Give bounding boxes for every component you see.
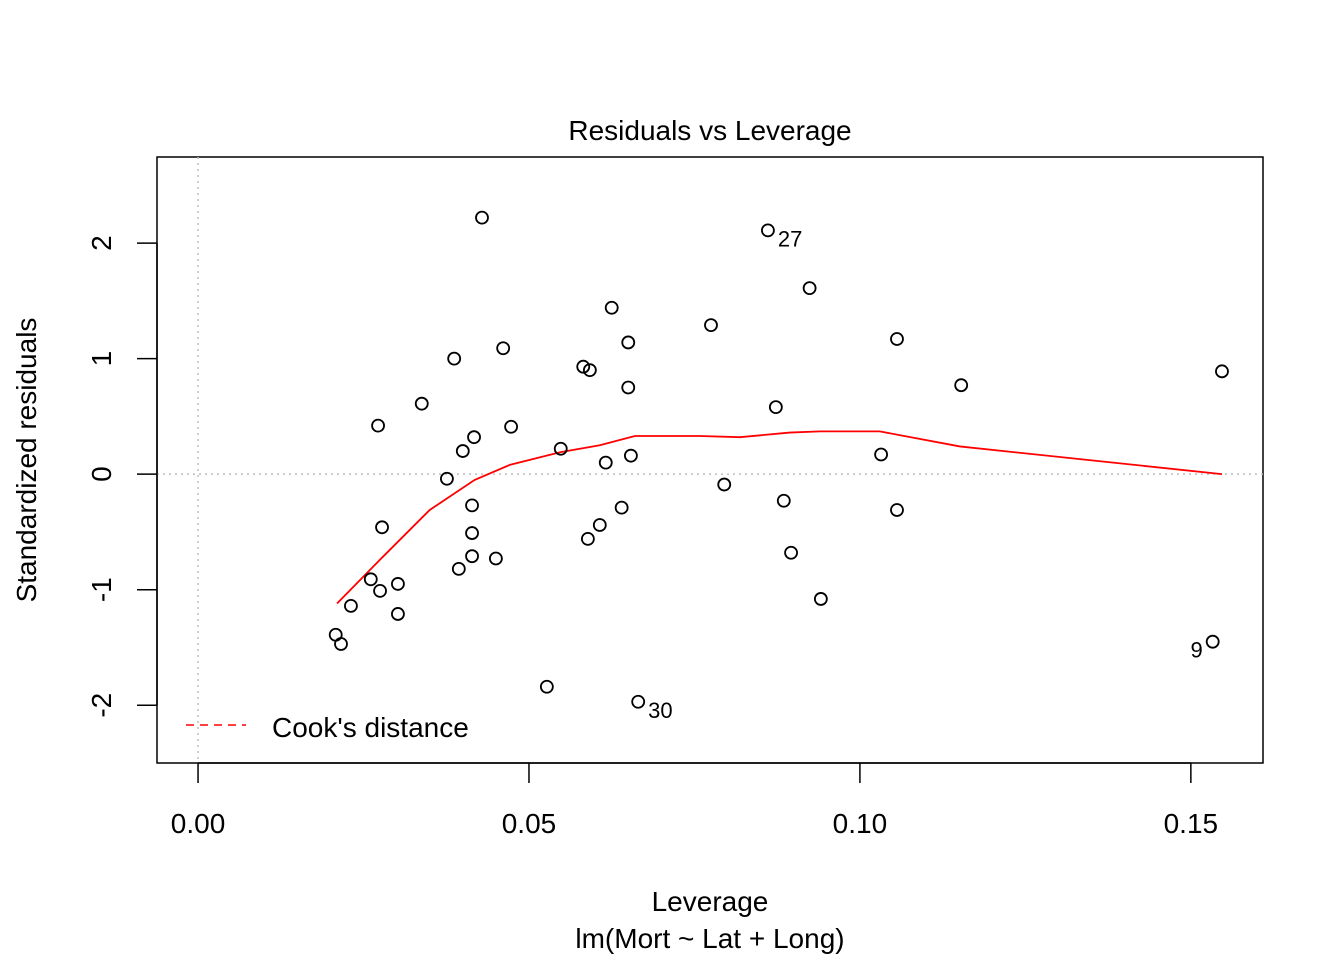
- model-formula-label: lm(Mort ~ Lat + Long): [575, 923, 844, 954]
- y-tick-label: -1: [86, 577, 117, 602]
- y-axis-label: Standardized residuals: [11, 318, 42, 603]
- data-point: [813, 592, 828, 606]
- data-point: [631, 694, 646, 709]
- data-point: [334, 637, 348, 651]
- y-tick-label: -2: [86, 693, 117, 718]
- data-point: [363, 572, 378, 587]
- data-point: [954, 378, 969, 393]
- data-point: [776, 493, 791, 508]
- data-point: [375, 520, 389, 535]
- chart-title: Residuals vs Leverage: [568, 115, 851, 146]
- y-tick-label: 1: [86, 351, 117, 367]
- data-point: [784, 545, 798, 560]
- data-point: [465, 498, 479, 513]
- data-point: [455, 444, 470, 458]
- data-point: [371, 418, 385, 433]
- x-axis-label: Leverage: [652, 886, 769, 917]
- x-tick-label: 0.05: [502, 808, 557, 839]
- point-label: 27: [778, 226, 802, 251]
- legend-cooks-distance-label: Cook's distance: [272, 712, 469, 743]
- data-point: [1215, 364, 1229, 379]
- data-point: [414, 396, 429, 411]
- point-label: 9: [1190, 638, 1202, 663]
- data-point: [465, 526, 479, 540]
- data-point: [391, 607, 405, 621]
- x-tick-label: 0.15: [1164, 808, 1219, 839]
- data-point: [539, 679, 554, 694]
- smooth-line: [336, 430, 1223, 605]
- legend: Cook's distance: [186, 712, 469, 743]
- y-tick-label: 2: [86, 235, 117, 251]
- data-point: [496, 341, 511, 356]
- data-point: [344, 598, 358, 613]
- y-tick-label: 0: [86, 466, 117, 482]
- data-point: [373, 583, 387, 598]
- data-point: [768, 400, 783, 415]
- data-point: [467, 430, 481, 445]
- data-point: [890, 332, 904, 346]
- point-label: 30: [648, 698, 672, 723]
- data-point: [874, 447, 888, 462]
- x-tick-label: 0.00: [171, 808, 226, 839]
- data-point: [802, 281, 817, 296]
- data-point: [447, 351, 462, 366]
- data-point: [624, 448, 638, 463]
- data-point: [761, 223, 775, 238]
- data-point: [614, 500, 629, 515]
- data-point: [598, 455, 613, 470]
- data-point: [582, 363, 597, 378]
- data-point: [488, 551, 503, 566]
- data-point: [890, 503, 904, 517]
- data-point: [576, 359, 591, 374]
- x-tick-label: 0.10: [833, 808, 888, 839]
- data-point: [592, 518, 607, 532]
- data-point: [704, 318, 718, 333]
- data-point: [451, 561, 466, 576]
- data-point: [604, 300, 619, 315]
- data-point: [621, 380, 636, 395]
- data-point: [475, 210, 489, 225]
- data-point: [717, 477, 732, 492]
- data-point: [391, 577, 405, 591]
- data-point: [440, 471, 454, 486]
- data-point: [504, 419, 519, 434]
- data-point: [621, 335, 636, 350]
- data-point: [553, 441, 568, 456]
- data-point: [465, 549, 479, 564]
- plot-frame: [156, 156, 1264, 764]
- data-point: [580, 531, 595, 546]
- data-point: [1205, 634, 1220, 649]
